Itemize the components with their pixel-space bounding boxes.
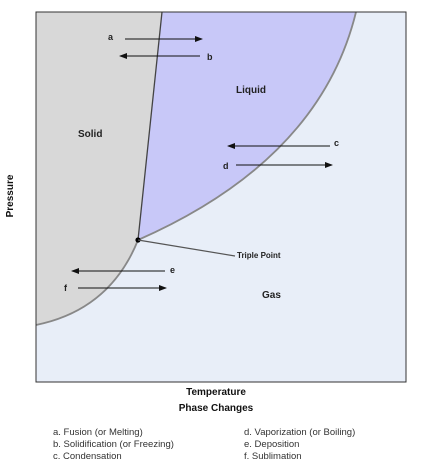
liquid-label: Liquid [236,85,266,96]
fusion-curve [137,11,163,241]
arrow-c-label: c [334,138,339,148]
arrow-d-label: d [223,161,229,171]
legend-item-e: e. Deposition [244,439,299,450]
solid-label: Solid [78,129,102,140]
x-axis-label: Temperature [186,387,246,398]
arrow-e-label: e [170,265,175,275]
arrow-f-label: f [64,283,68,293]
legend-item-c: c. Condensation [53,451,122,462]
y-axis-label: Pressure [5,174,16,217]
triple-point-label: Triple Point [237,251,281,260]
legend-item-d: d. Vaporization (or Boiling) [244,427,355,438]
liquid-region [138,12,356,240]
vaporization-curve [137,11,357,241]
legend-item-b: b. Solidification (or Freezing) [53,439,174,450]
sublimation-curve [35,239,139,326]
legend-item-a: a. Fusion (or Melting) [53,427,143,438]
gas-label: Gas [262,290,281,301]
legend-item-f: f. Sublimation [244,451,302,462]
solid-region [36,12,162,325]
arrow-b-label: b [207,52,213,62]
diagram-caption: Phase Changes [179,403,254,414]
plot-frame [35,11,407,383]
triple-point-leader [137,239,236,257]
arrow-a-label: a [108,32,114,42]
